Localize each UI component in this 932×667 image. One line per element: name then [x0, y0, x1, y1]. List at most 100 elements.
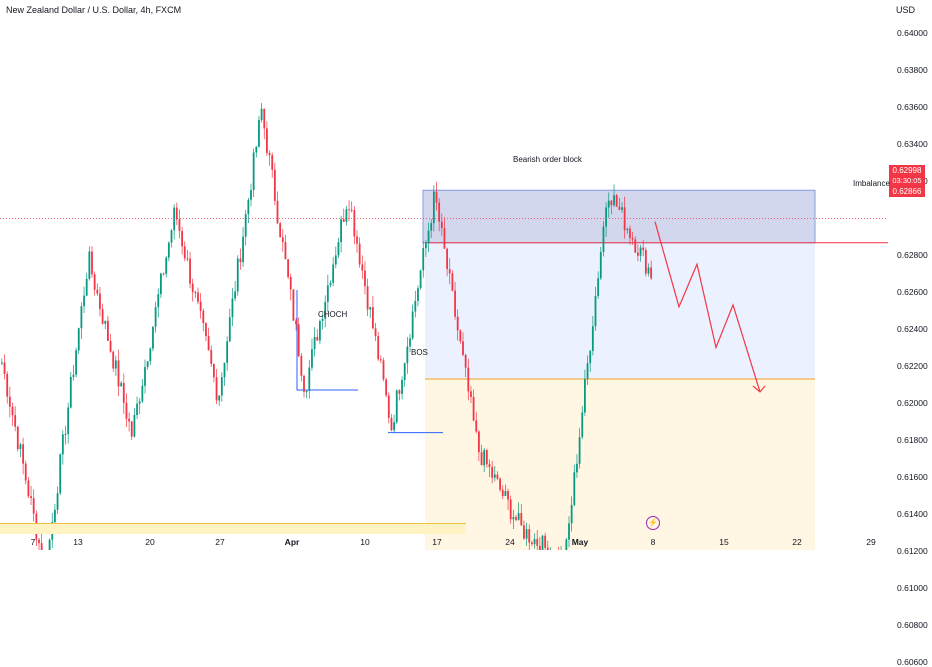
candle[interactable]: [456, 316, 459, 331]
candle[interactable]: [6, 373, 9, 397]
candle[interactable]: [85, 278, 88, 296]
candle[interactable]: [491, 466, 494, 478]
candle[interactable]: [480, 452, 483, 466]
candle[interactable]: [242, 236, 244, 263]
candle[interactable]: [438, 202, 441, 222]
candle[interactable]: [149, 348, 152, 362]
lightning-icon[interactable]: ⚡: [646, 516, 660, 530]
candle[interactable]: [414, 300, 417, 312]
candle[interactable]: [499, 478, 501, 490]
candle[interactable]: [321, 318, 324, 321]
candle[interactable]: [536, 538, 539, 546]
candle[interactable]: [422, 248, 425, 271]
pane-divider-bar[interactable]: [0, 523, 466, 534]
candle[interactable]: [236, 258, 239, 292]
candle[interactable]: [520, 513, 523, 526]
candle[interactable]: [117, 360, 120, 387]
candle[interactable]: [19, 444, 22, 450]
candle[interactable]: [501, 489, 504, 496]
candle[interactable]: [390, 417, 393, 431]
candle[interactable]: [199, 301, 202, 311]
candle[interactable]: [48, 539, 51, 550]
candle[interactable]: [16, 426, 19, 450]
candle[interactable]: [205, 323, 207, 337]
candle[interactable]: [634, 239, 637, 253]
candle[interactable]: [602, 226, 605, 252]
candle[interactable]: [581, 412, 584, 438]
candle[interactable]: [215, 377, 218, 401]
candle[interactable]: [629, 228, 631, 238]
candle[interactable]: [443, 228, 446, 249]
candle[interactable]: [605, 207, 607, 227]
candle[interactable]: [475, 420, 478, 432]
candle[interactable]: [157, 294, 160, 308]
candle[interactable]: [207, 336, 210, 351]
candle[interactable]: [14, 415, 17, 427]
candle[interactable]: [295, 320, 297, 325]
candle[interactable]: [220, 377, 223, 396]
candle[interactable]: [427, 230, 430, 243]
candle[interactable]: [226, 341, 229, 363]
candle[interactable]: [356, 236, 358, 244]
candle[interactable]: [160, 273, 162, 295]
candle[interactable]: [496, 474, 499, 479]
candle[interactable]: [528, 529, 531, 543]
candle[interactable]: [462, 341, 464, 355]
imbalance-label[interactable]: Imbalance: [853, 179, 890, 188]
candle[interactable]: [364, 270, 366, 287]
candle[interactable]: [194, 291, 197, 293]
candle[interactable]: [178, 219, 181, 232]
candle[interactable]: [334, 255, 337, 265]
candle[interactable]: [247, 199, 250, 215]
candle[interactable]: [584, 378, 586, 413]
candle[interactable]: [385, 379, 388, 396]
candle[interactable]: [213, 363, 215, 378]
candle[interactable]: [130, 421, 133, 437]
candle[interactable]: [67, 407, 70, 434]
candle[interactable]: [112, 351, 115, 369]
candle[interactable]: [504, 491, 507, 496]
candle[interactable]: [607, 200, 610, 208]
candle[interactable]: [650, 267, 653, 279]
candle[interactable]: [467, 367, 470, 392]
candle[interactable]: [332, 264, 335, 283]
candle[interactable]: [109, 340, 112, 352]
candle[interactable]: [406, 346, 409, 364]
candle[interactable]: [281, 237, 284, 243]
candle[interactable]: [72, 374, 75, 377]
candle[interactable]: [284, 242, 287, 260]
candle[interactable]: [515, 517, 517, 520]
candle[interactable]: [255, 146, 258, 153]
candle[interactable]: [107, 320, 109, 341]
candle[interactable]: [326, 285, 329, 302]
candle[interactable]: [120, 382, 123, 387]
candle[interactable]: [32, 498, 35, 514]
candle[interactable]: [30, 496, 32, 499]
candle[interactable]: [173, 207, 176, 231]
candle[interactable]: [568, 523, 570, 540]
candle[interactable]: [523, 525, 525, 539]
candle[interactable]: [303, 375, 305, 392]
candle[interactable]: [546, 547, 549, 550]
candle[interactable]: [96, 289, 99, 294]
candle[interactable]: [591, 326, 594, 351]
candle[interactable]: [637, 252, 639, 256]
candle[interactable]: [80, 306, 83, 329]
candle[interactable]: [639, 247, 642, 256]
candle[interactable]: [263, 108, 266, 129]
candle[interactable]: [234, 291, 236, 299]
candle[interactable]: [61, 434, 64, 455]
candle[interactable]: [104, 320, 107, 324]
candle[interactable]: [337, 242, 340, 256]
candle[interactable]: [223, 362, 226, 378]
candle[interactable]: [430, 223, 433, 231]
candle[interactable]: [403, 363, 406, 380]
candle[interactable]: [175, 207, 178, 220]
candle[interactable]: [300, 355, 303, 376]
candle[interactable]: [162, 273, 165, 275]
candle[interactable]: [273, 169, 276, 201]
candle[interactable]: [56, 493, 59, 510]
candle[interactable]: [197, 292, 199, 302]
candle[interactable]: [69, 376, 72, 408]
candle[interactable]: [64, 433, 67, 435]
